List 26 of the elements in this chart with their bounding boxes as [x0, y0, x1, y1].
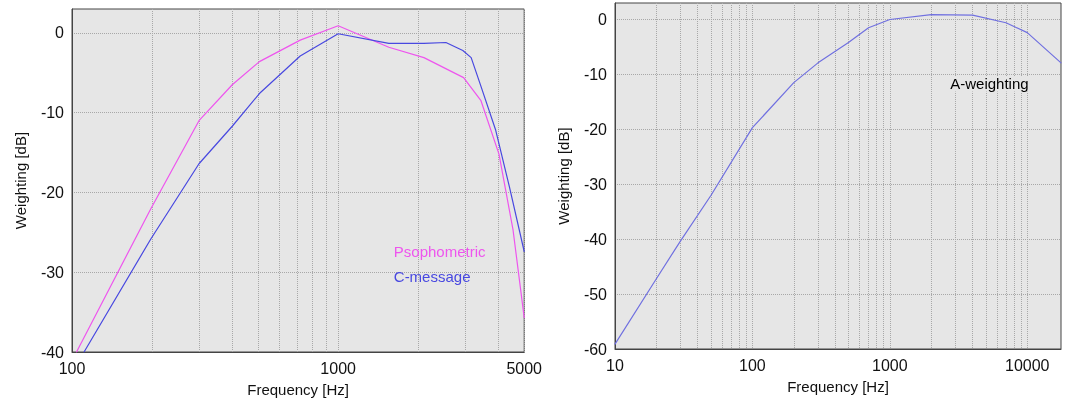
x-tick-label: 10 — [606, 356, 624, 374]
y-tick-label: -20 — [40, 183, 65, 201]
y-tick-label: -30 — [40, 263, 65, 281]
annotation: A-weighting — [950, 75, 1029, 93]
x-axis-title: Frequency [Hz] — [247, 381, 349, 398]
x-tick-label: 1000 — [872, 356, 908, 374]
y-tick-label: -30 — [583, 175, 608, 193]
series-label: Psophometric — [393, 243, 486, 261]
x-tick-label: 100 — [58, 359, 86, 377]
y-tick-label: 0 — [55, 24, 65, 42]
x-tick-label: 5000 — [506, 359, 543, 377]
y-tick-label: -60 — [583, 340, 608, 358]
y-axis-title: Weighting [dB] — [555, 127, 572, 225]
text: C-message — [393, 268, 471, 286]
y-tick-label: -10 — [583, 65, 608, 83]
y-axis-title: Weighting [dB] — [12, 131, 29, 230]
x-tick-label: 100 — [739, 356, 766, 374]
y-tick-label: -50 — [583, 285, 608, 303]
x-tick-label: 10000 — [1005, 356, 1050, 374]
y-tick-label: -20 — [583, 120, 608, 138]
y-tick-label: -40 — [583, 230, 608, 248]
y-tick-label: -40 — [40, 343, 65, 361]
x-tick-label: 1000 — [320, 359, 357, 377]
y-tick-label: -10 — [40, 104, 65, 122]
y-tick-label: 0 — [598, 10, 608, 28]
x-axis-title: Frequency [Hz] — [787, 378, 889, 395]
